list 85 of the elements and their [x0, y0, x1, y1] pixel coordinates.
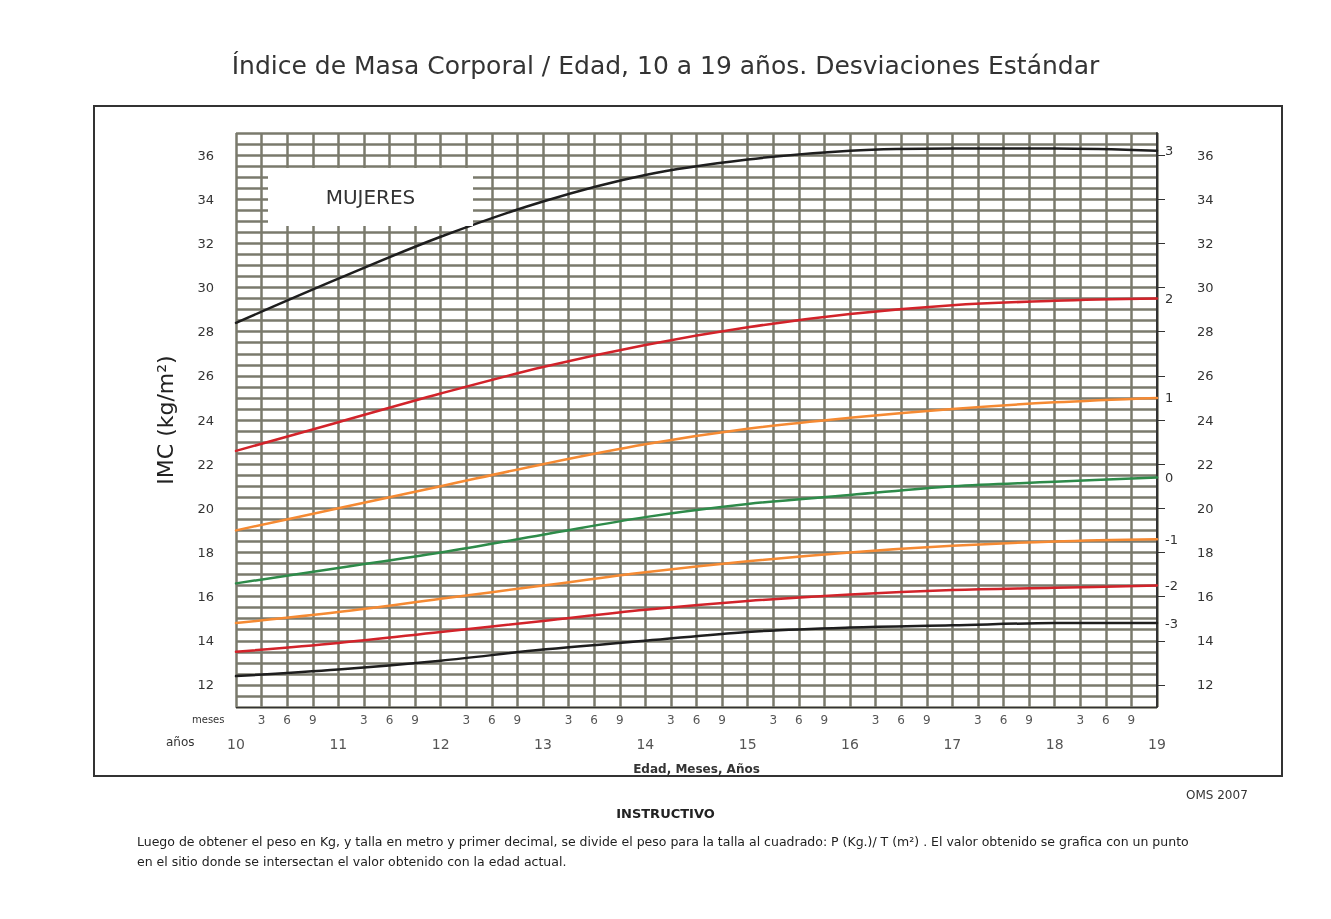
text: OMS 2007: [1186, 788, 1248, 802]
text: 9: [717, 713, 727, 727]
y-tick-label: 36: [197, 147, 214, 163]
y-axis-title: IMC (kg/m²): [152, 355, 178, 485]
series-label: 3: [1165, 143, 1174, 159]
line-series: [234, 297, 1159, 453]
text: años: [166, 735, 195, 749]
series-label: 2: [1165, 291, 1174, 307]
y-tick-label: 12: [197, 677, 214, 693]
y2-tick-label: 30: [1197, 280, 1214, 296]
text: 3: [973, 713, 983, 727]
text: 3: [563, 713, 574, 727]
y2-tick-label: 22: [1197, 456, 1214, 472]
text: 3: [461, 713, 472, 727]
y-tick-label: 18: [197, 544, 214, 560]
y-tick-label: 30: [197, 280, 214, 296]
text: 6: [896, 713, 906, 727]
x-tick-label: 16: [841, 736, 859, 752]
text: INSTRUCTIVO: [615, 806, 716, 821]
series-label: -3: [1165, 615, 1178, 631]
text: 6: [589, 713, 599, 727]
x-tick-label: 10: [227, 736, 245, 752]
y2-tick-label: 24: [1197, 412, 1214, 428]
text: 9: [512, 713, 523, 727]
text: 9: [410, 713, 420, 727]
line-series: [234, 476, 1159, 585]
text: 6: [998, 713, 1009, 727]
text: 6: [691, 713, 702, 727]
x-tick-label: 18: [1045, 736, 1064, 752]
text: 9: [307, 713, 318, 727]
y-tick-label: 20: [197, 500, 214, 516]
y2-tick-label: 26: [1197, 368, 1214, 384]
x-tick-label: 13: [534, 736, 552, 752]
y-tick-label: 34: [197, 191, 214, 207]
text: 6: [794, 713, 804, 727]
series-label: -1: [1165, 531, 1178, 547]
text: 3: [666, 713, 676, 727]
text: 9: [921, 713, 932, 727]
x-tick-label: 15: [738, 736, 757, 752]
y-tick-label: 14: [197, 633, 214, 649]
y2-tick-label: 12: [1197, 677, 1214, 693]
line-series: [234, 621, 1159, 678]
chart-title: Índice de Masa Corporal / Edad, 10 a 19 años. Desviaciones Estándar: [231, 51, 1101, 80]
text: meses: [192, 714, 225, 725]
text: 6: [282, 713, 292, 727]
text: 9: [1126, 713, 1137, 727]
text: 3: [256, 713, 267, 727]
text: 9: [1024, 713, 1034, 727]
text: 6: [384, 713, 395, 727]
y-tick-label: 24: [197, 412, 214, 428]
x-tick-label: 17: [943, 736, 962, 752]
series-label: 1: [1165, 390, 1174, 406]
y2-tick-label: 32: [1197, 235, 1214, 251]
y2-tick-label: 34: [1197, 191, 1214, 207]
y-tick-label: 28: [197, 324, 214, 340]
series-label: 0: [1165, 469, 1174, 485]
line-series: [234, 396, 1159, 532]
y-tick-label: 32: [197, 235, 214, 251]
text: 3: [359, 713, 369, 727]
line-series: [234, 537, 1159, 625]
y-tick-label: 16: [197, 589, 214, 605]
y-tick-label: 22: [197, 456, 214, 472]
y2-tick-label: 28: [1197, 324, 1214, 340]
text: 3: [1075, 713, 1086, 727]
text: 3: [768, 713, 779, 727]
x-tick-label: 12: [431, 736, 450, 752]
y2-tick-label: 16: [1197, 589, 1214, 605]
y2-tick-label: 36: [1197, 147, 1214, 163]
x-tick-label: 14: [636, 736, 655, 752]
x-tick-label: 11: [329, 736, 348, 752]
text: Luego de obtener el peso en Kg, y talla en metro y primer decimal, se divide el peso para la talla al cuadrado: P (Kg.)/ T (m²) . El valor obtenido se grafica con un punto en el sitio donde se intersectan el valor obtenido con la edad actual.: [137, 833, 1190, 871]
x-axis-title: Edad, Meses, Años: [633, 762, 760, 776]
series-label: -2: [1165, 578, 1178, 594]
text: 9: [819, 713, 830, 727]
x-tick-label: 19: [1148, 736, 1166, 752]
y2-tick-label: 20: [1197, 500, 1214, 516]
text: 6: [1101, 713, 1111, 727]
line-series: [234, 147, 1159, 325]
text: 9: [614, 713, 625, 727]
text: 3: [870, 713, 881, 727]
y2-tick-label: 18: [1197, 544, 1214, 560]
y-tick-label: 26: [197, 368, 214, 384]
line-series: [234, 584, 1159, 654]
y2-tick-label: 14: [1197, 633, 1214, 649]
text: 6: [487, 713, 497, 727]
